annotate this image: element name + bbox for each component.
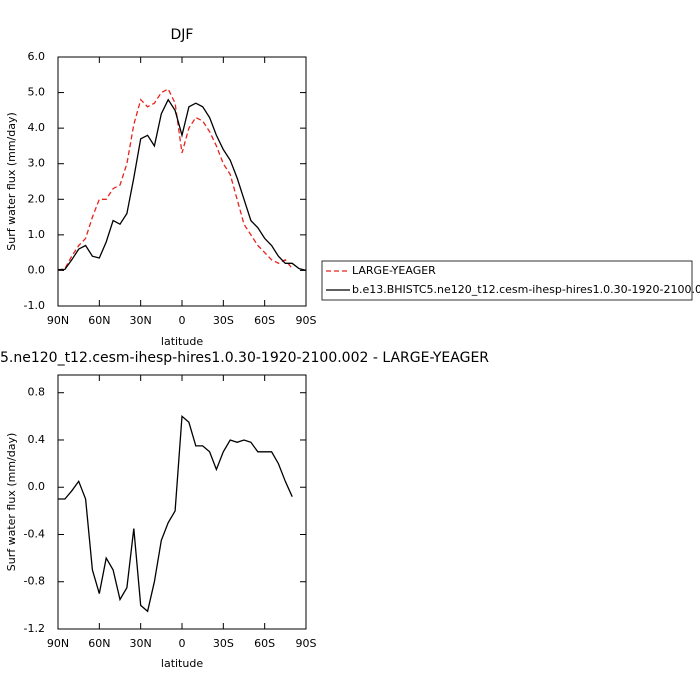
x-tick-label: 60S <box>254 314 275 327</box>
x-tick-label: 60N <box>88 314 110 327</box>
y-tick-label: 0.0 <box>28 480 46 493</box>
y-tick-label: 1.0 <box>28 228 46 241</box>
x-tick-label: 90S <box>296 314 317 327</box>
data-line <box>58 414 293 613</box>
x-tick-label: 90N <box>47 314 69 327</box>
x-tick-label: 60N <box>88 637 110 650</box>
y-tick-label: 2.0 <box>28 192 46 205</box>
y-tick-label: 0.4 <box>28 433 46 446</box>
x-tick-label: 30S <box>213 314 234 327</box>
x-tick-label: 30N <box>130 314 152 327</box>
y-tick-label: -0.8 <box>24 575 45 588</box>
x-tick-label: 0 <box>179 314 186 327</box>
chart-title: 5.ne120_t12.cesm-ihesp-hires1.0.30-1920-… <box>0 350 489 366</box>
x-tick-label: 60S <box>254 637 275 650</box>
x-axis-label: latitude <box>161 335 203 348</box>
x-tick-label: 30N <box>130 637 152 650</box>
y-tick-label: -0.4 <box>24 527 45 540</box>
y-tick-label: -1.0 <box>24 299 45 312</box>
y-tick-label: -1.2 <box>24 622 45 635</box>
x-tick-label: 0 <box>179 637 186 650</box>
x-tick-label: 30S <box>213 637 234 650</box>
y-tick-label: 3.0 <box>28 157 46 170</box>
y-tick-label: 5.0 <box>28 86 46 99</box>
plot-frame <box>57 374 307 630</box>
legend-label: LARGE-YEAGER <box>352 264 436 277</box>
legend-box <box>321 260 693 301</box>
data-line <box>57 88 293 272</box>
y-tick-label: 0.0 <box>28 263 46 276</box>
y-axis-label: Surf water flux (mm/day) <box>5 112 18 251</box>
y-axis-label: Surf water flux (mm/day) <box>5 433 18 572</box>
plot-frame <box>57 56 307 307</box>
y-tick-label: 0.8 <box>28 386 46 399</box>
y-tick-label: 4.0 <box>28 121 46 134</box>
data-line <box>57 98 307 272</box>
legend-label: b.e13.BHISTC5.ne120_t12.cesm-ihesp-hires… <box>352 283 700 296</box>
chart-title: DJF <box>171 27 194 43</box>
x-tick-label: 90N <box>47 637 69 650</box>
x-axis-label: latitude <box>161 657 203 670</box>
x-tick-label: 90S <box>296 637 317 650</box>
y-tick-label: 6.0 <box>28 50 46 63</box>
